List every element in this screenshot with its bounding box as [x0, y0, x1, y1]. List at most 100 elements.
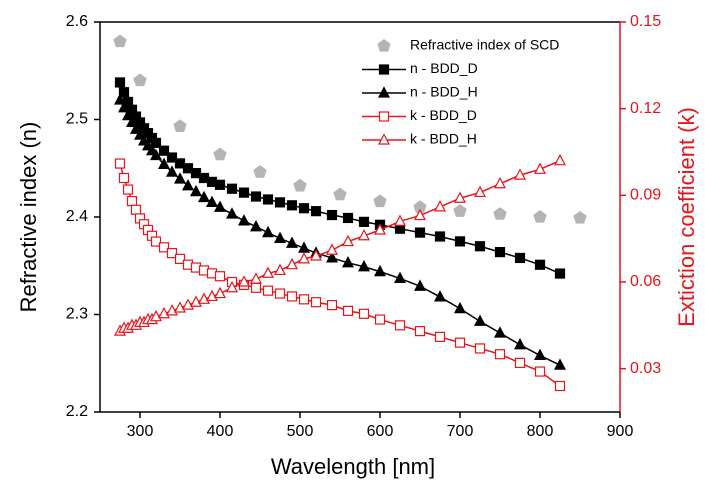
marker [326, 209, 338, 221]
marker [326, 300, 338, 311]
marker [474, 343, 486, 354]
marker [474, 314, 486, 326]
marker [394, 271, 406, 284]
marker [494, 349, 506, 360]
marker [298, 203, 310, 214]
marker [342, 305, 354, 316]
marker [174, 172, 186, 184]
marker [514, 337, 526, 350]
marker [214, 179, 226, 190]
marker [454, 236, 466, 247]
x-axis-title: Wavelength [nm] [271, 454, 435, 479]
x-tick-label: 500 [287, 423, 314, 440]
marker [534, 259, 546, 270]
legend-label: k - BDD_H [410, 131, 477, 147]
y-axis-title: Refractive index (n) [16, 122, 41, 313]
marker [434, 331, 446, 342]
marker [310, 206, 322, 217]
marker [310, 297, 322, 308]
marker [358, 216, 370, 227]
marker [434, 290, 446, 302]
marker [474, 185, 486, 198]
marker [414, 326, 426, 337]
marker [182, 179, 194, 191]
marker [158, 157, 170, 169]
marker [533, 210, 547, 223]
marker [514, 168, 526, 180]
marker [238, 275, 250, 287]
marker [358, 259, 370, 272]
marker [158, 242, 170, 253]
marker [198, 190, 210, 203]
marker [118, 87, 130, 98]
marker [226, 280, 238, 293]
x-tick-label: 800 [527, 423, 554, 440]
marker [262, 225, 274, 238]
marker [118, 172, 130, 184]
marker [342, 234, 354, 247]
marker [454, 191, 466, 203]
marker [414, 208, 426, 221]
marker [262, 285, 274, 296]
marker [226, 207, 238, 219]
marker [114, 93, 126, 105]
marker [414, 279, 426, 291]
marker [226, 183, 238, 194]
marker [126, 115, 138, 128]
y2-axis-title: Extiction coefficient (k) [674, 107, 699, 327]
marker [150, 236, 162, 247]
marker [214, 286, 226, 299]
marker [514, 357, 526, 368]
y-tick-label: 2.4 [66, 208, 88, 225]
marker [286, 291, 298, 302]
marker [474, 241, 486, 252]
legend-label: Refractive index of SCD [410, 37, 559, 53]
marker [453, 204, 467, 217]
marker [493, 207, 507, 220]
x-tick-label: 400 [207, 423, 234, 440]
marker [358, 228, 370, 241]
marker [262, 194, 274, 205]
y2-tick-label: 0.15 [630, 13, 661, 30]
marker [333, 187, 347, 201]
marker [190, 184, 202, 197]
marker [534, 366, 546, 377]
marker [326, 243, 338, 255]
marker [374, 314, 386, 325]
marker [166, 152, 178, 163]
marker [274, 231, 286, 244]
marker [130, 204, 142, 215]
y-tick-label: 2.5 [66, 111, 88, 128]
marker [206, 195, 218, 207]
marker [573, 210, 587, 224]
marker [126, 196, 138, 207]
marker [213, 147, 227, 161]
marker [494, 176, 506, 189]
legend-marker [378, 86, 390, 98]
marker [554, 358, 566, 370]
marker [150, 137, 162, 148]
marker [293, 178, 307, 192]
marker [238, 214, 250, 226]
y-tick-label: 2.3 [66, 306, 88, 323]
legend-label: n - BDD_D [410, 60, 478, 76]
marker [374, 223, 386, 235]
marker [554, 380, 566, 392]
marker [326, 251, 338, 263]
marker [158, 145, 170, 156]
marker [534, 348, 546, 361]
marker [554, 268, 566, 279]
marker [214, 271, 226, 282]
legend-marker [378, 111, 390, 122]
x-tick-label: 300 [127, 423, 154, 440]
marker [286, 236, 298, 248]
marker [358, 308, 370, 319]
marker [373, 194, 387, 208]
marker [274, 263, 286, 276]
marker [250, 219, 262, 232]
marker [394, 320, 406, 331]
series-line [119, 82, 561, 275]
marker [173, 119, 187, 132]
x-tick-label: 700 [447, 423, 474, 440]
marker [166, 248, 178, 259]
